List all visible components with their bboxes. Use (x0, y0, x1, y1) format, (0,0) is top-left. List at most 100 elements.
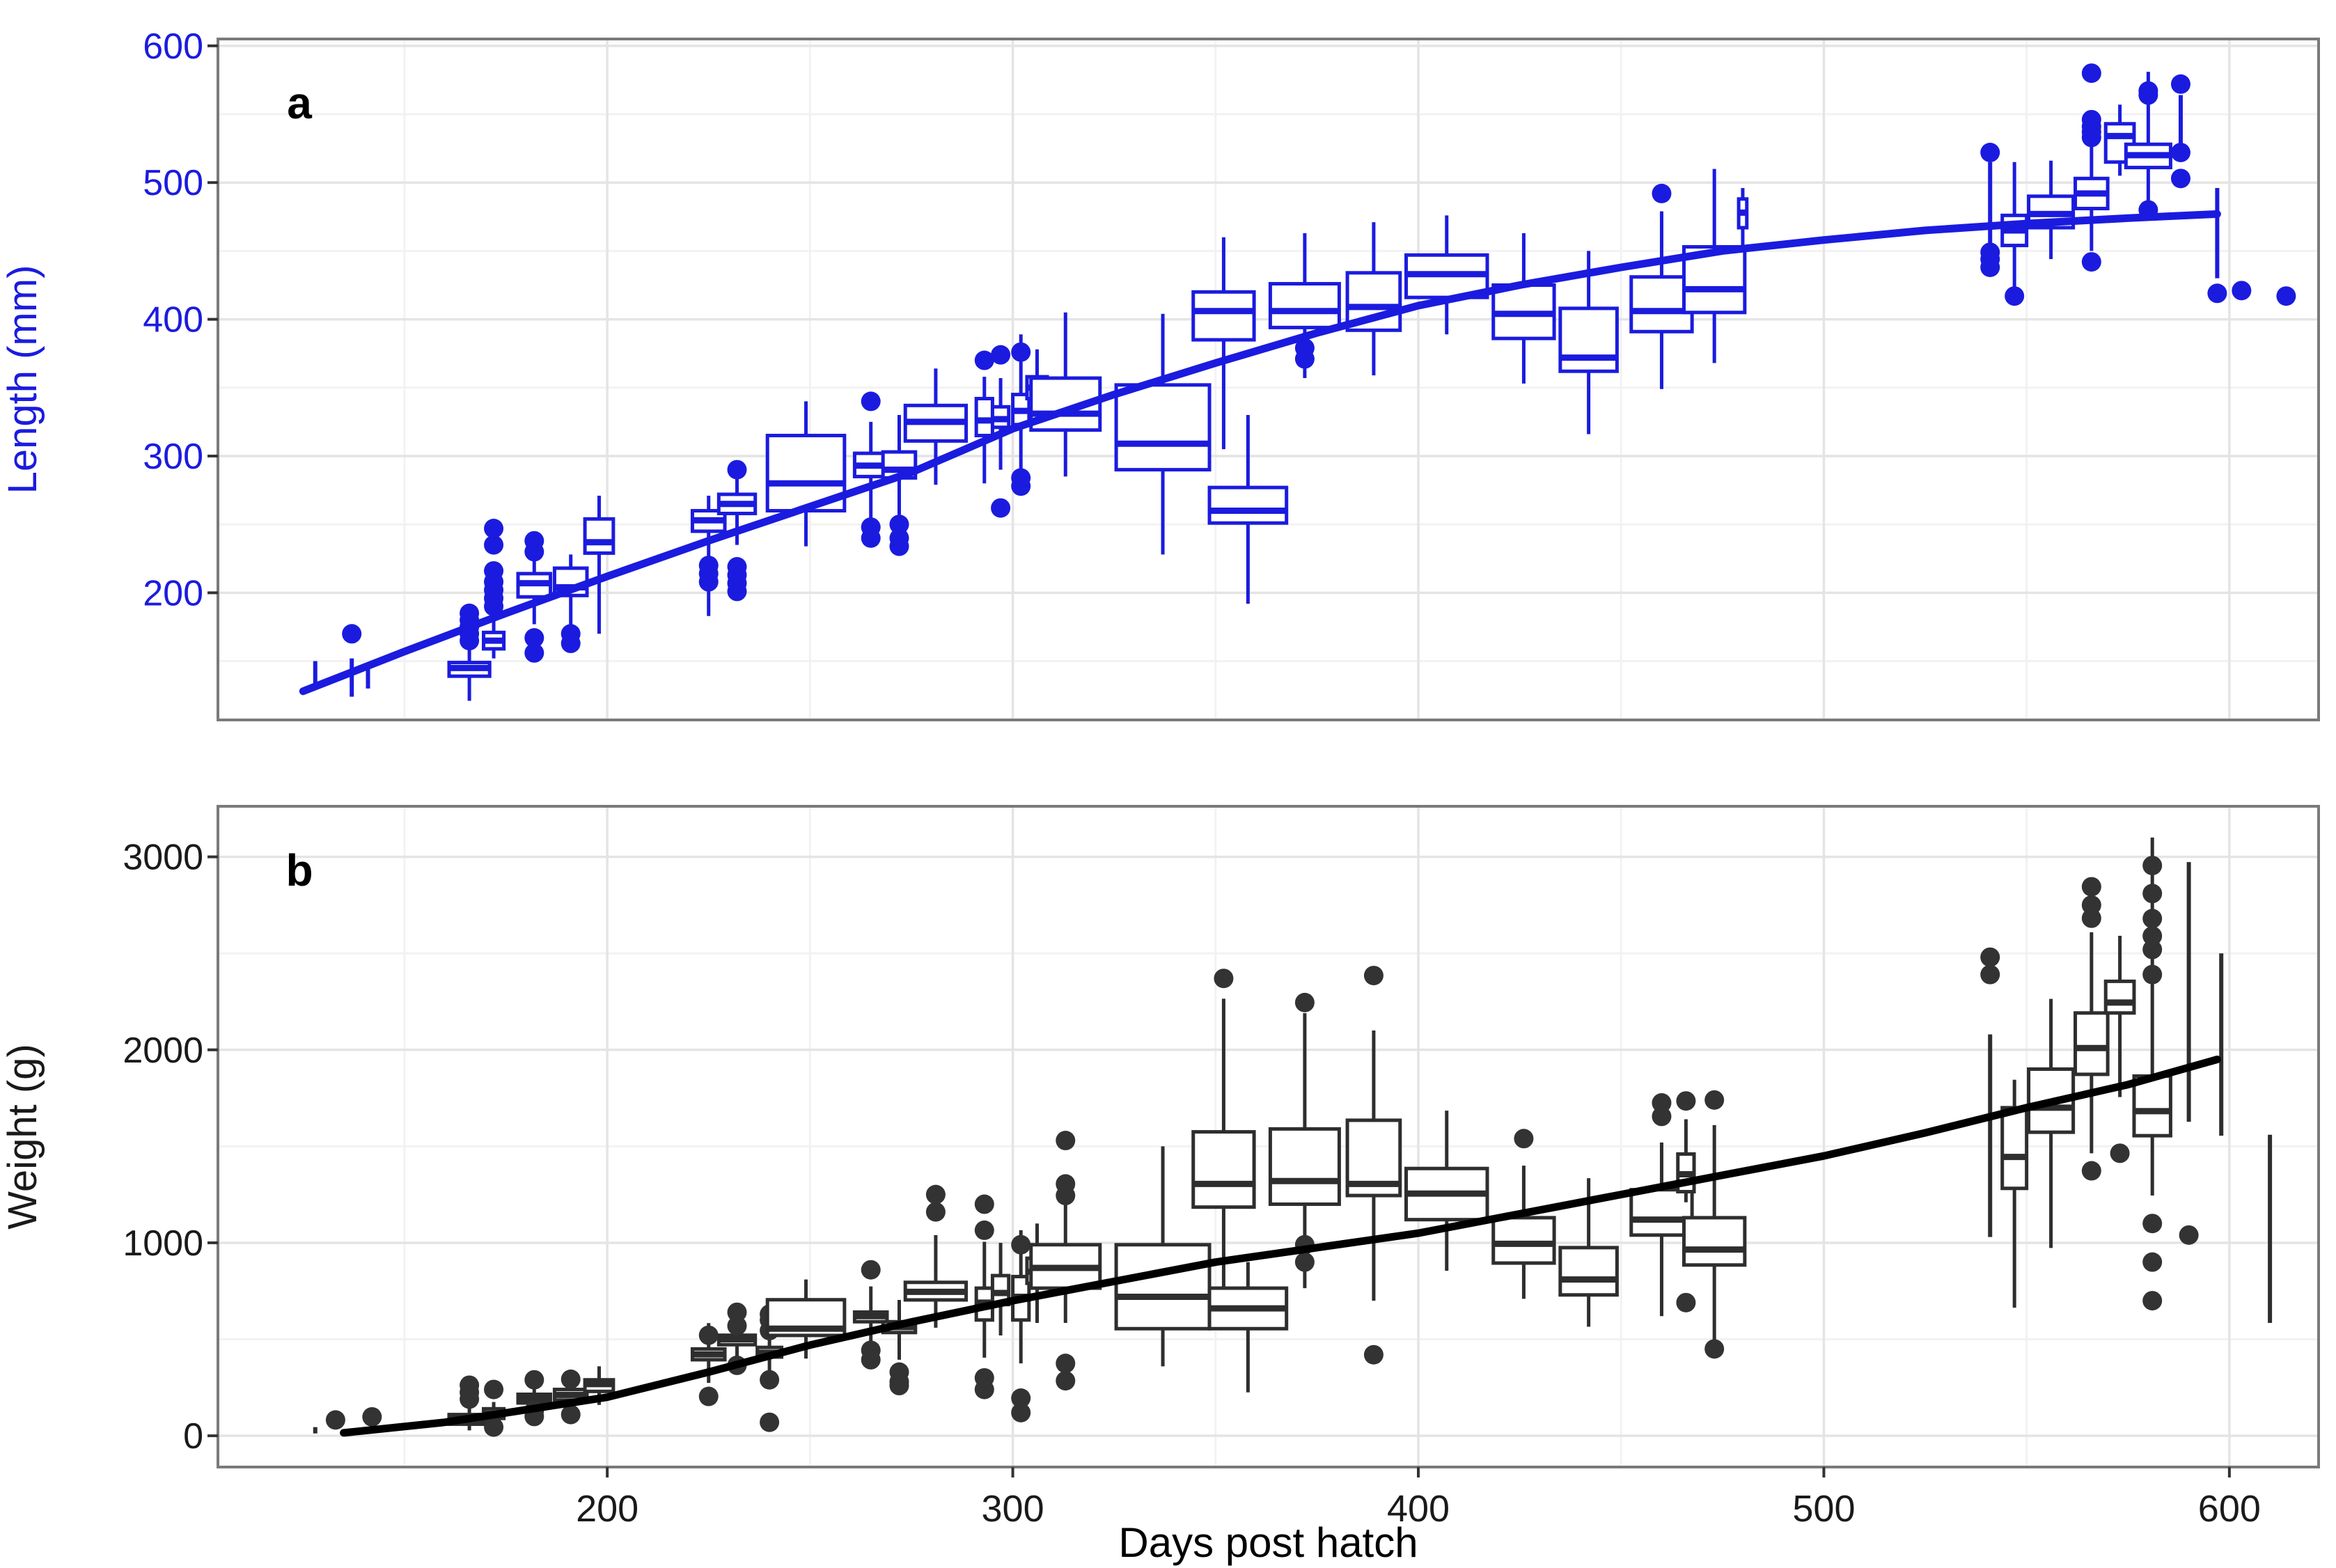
boxplot-layer (313, 63, 2296, 701)
boxplot-group (1114, 313, 1212, 555)
boxplot-group (342, 624, 362, 697)
outlier-point (2142, 1214, 2163, 1234)
outlier-point (325, 1410, 345, 1430)
box-iqr (1268, 1127, 1341, 1207)
boxplot-group (1682, 1090, 1747, 1359)
outlier-point (1011, 1402, 1031, 1422)
boxplot-group (1029, 1131, 1102, 1391)
boxplot-group (1207, 415, 1289, 604)
outlier-point (1294, 992, 1315, 1012)
boxplot-group (1404, 1111, 1489, 1271)
outlier-point (2142, 926, 2163, 946)
outlier-point (1676, 1292, 1696, 1312)
outlier-point (1056, 1174, 1076, 1194)
box-iqr (583, 517, 616, 555)
trend-curve (340, 1056, 2221, 1437)
boxplot-group (2124, 72, 2172, 220)
boxplot-group (2276, 286, 2296, 306)
x-axis: 200 300 400 500 600 Days post hatch (576, 1467, 2261, 1566)
outlier-point (974, 1194, 994, 1214)
boxplot-group (1011, 334, 1031, 496)
outlier-point (991, 498, 1011, 518)
outlier-point (727, 557, 747, 577)
outlier-point (342, 624, 362, 644)
boxplot-group (974, 1194, 994, 1400)
outlier-point (2081, 63, 2101, 84)
box-iqr (1114, 383, 1212, 472)
outlier-point (974, 1220, 994, 1240)
outlier-point (1011, 342, 1031, 362)
outlier-point (861, 1349, 881, 1370)
boxplot-group (2207, 188, 2227, 304)
boxplot-group (716, 460, 758, 602)
outlier-point (760, 1412, 780, 1432)
boxplot-group (1114, 1146, 1212, 1367)
x-axis-title: Days post hatch (1118, 1519, 1418, 1566)
outlier-point (484, 1379, 504, 1400)
outlier-point (2081, 252, 2101, 272)
box-iqr (974, 396, 994, 438)
boxplot-group (325, 1410, 345, 1430)
boxplot-group (1191, 969, 1256, 1300)
outlier-point (2232, 281, 2252, 301)
panel-letter: b (285, 845, 313, 895)
boxplot-group (2074, 63, 2110, 272)
panel-border (217, 805, 2320, 1468)
boxplot-group (1629, 183, 1694, 389)
outlier-point (1056, 1371, 1076, 1391)
outlier-point (974, 1367, 994, 1388)
outlier-point (1980, 964, 2000, 985)
outlier-point (861, 1260, 881, 1280)
x-tick-label: 200 (576, 1488, 638, 1530)
box-iqr (1491, 1216, 1556, 1265)
box-iqr (1682, 1216, 1747, 1267)
y-tick-label: 400 (143, 300, 203, 340)
outlier-point (2142, 939, 2163, 959)
outlier-point (2138, 81, 2158, 101)
y-tick-label: 2000 (123, 1030, 203, 1071)
outlier-point (727, 1316, 747, 1336)
y-tick-label: 0 (183, 1416, 203, 1457)
outlier-point (484, 535, 504, 555)
panel-a: 200 300 400 500 600 Length (mm) a (0, 26, 2320, 721)
outlier-point (1652, 1106, 1672, 1127)
outlier-point (760, 1370, 780, 1390)
box-iqr (1558, 306, 1619, 373)
outlier-point (1704, 1090, 1725, 1110)
boxplot-group (516, 1370, 553, 1427)
x-tick-label: 300 (982, 1488, 1044, 1530)
outlier-point (1980, 242, 2000, 262)
outlier-point (2179, 1225, 2199, 1245)
outlier-point (1363, 1344, 1383, 1365)
boxplot-group (516, 531, 553, 663)
outlier-point (889, 1376, 909, 1396)
outlier-point (2276, 286, 2296, 306)
boxplot-group (1737, 188, 1749, 247)
outlier-point (561, 1404, 581, 1425)
outlier-point (698, 1386, 719, 1406)
outlier-point (484, 1417, 504, 1437)
outlier-point (861, 517, 881, 538)
outlier-point (2081, 877, 2101, 897)
boxplot-group (447, 603, 492, 701)
outlier-point (925, 1202, 946, 1222)
outlier-point (889, 515, 909, 535)
boxplot-group (2232, 281, 2252, 301)
boxplot-group (1268, 992, 1341, 1289)
trend-curve (299, 210, 2221, 696)
boxplot-group (765, 1279, 847, 1359)
boxplot-group (583, 495, 616, 634)
outlier-point (1652, 183, 1672, 203)
box-iqr (1207, 485, 1289, 525)
boxplot-group (1491, 233, 1556, 384)
outlier-point (2142, 856, 2163, 876)
outlier-point (1704, 1339, 1725, 1359)
outlier-point (561, 1369, 581, 1389)
boxplot-group (881, 415, 918, 556)
boxplot-group (1980, 947, 2000, 1237)
box-iqr (2103, 979, 2136, 1015)
outlier-point (698, 1325, 719, 1345)
panel-border (217, 38, 2320, 721)
outlier-point (2081, 109, 2101, 130)
